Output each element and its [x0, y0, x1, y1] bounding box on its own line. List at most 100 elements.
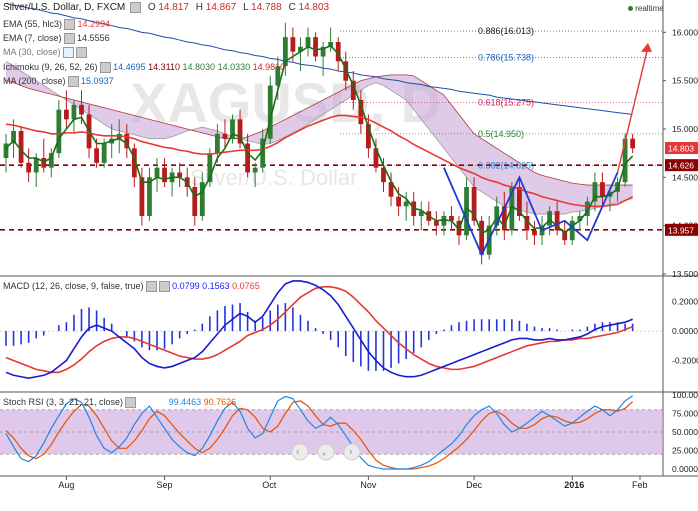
- ohlc-o: 14.817: [158, 2, 189, 14]
- candle-body: [71, 104, 77, 120]
- ichimoku-value-base: 14.3110: [148, 62, 181, 72]
- scroll-right-button[interactable]: [343, 443, 361, 461]
- reset-button[interactable]: [317, 443, 335, 461]
- legend-ma200[interactable]: MA (200, close) 15.0937: [3, 76, 114, 88]
- price-level-high-tag: 14.626: [668, 161, 694, 171]
- realtime-dot-icon: [628, 6, 633, 12]
- fib-label-1: 0.786(15.738): [478, 53, 534, 63]
- candle-body: [41, 158, 47, 168]
- legend-ema55[interactable]: EMA (55, hlc3) 14.2994: [3, 19, 110, 31]
- candle-body: [260, 138, 266, 168]
- candle-body: [11, 130, 16, 144]
- time-tick-label: Dec: [466, 480, 483, 490]
- candle-body: [192, 187, 198, 216]
- candle-body: [562, 230, 568, 241]
- candle-body: [381, 167, 386, 183]
- candle-body: [282, 37, 288, 67]
- price-tick-label: 16.000: [672, 27, 698, 37]
- candle-body: [147, 177, 152, 216]
- candle-body: [313, 37, 318, 57]
- symbol-legend: Silver/U.S. Dollar, D, FXCM O 14.817 H 1…: [3, 2, 329, 13]
- legend-ichimoku[interactable]: Ichimoku (9, 26, 52, 26) 14.4695 14.3110…: [3, 62, 285, 74]
- candle-body: [252, 167, 258, 173]
- candle-body: [584, 201, 590, 216]
- ma200-line: [5, 2, 633, 115]
- legend-macd-label: MACD (12, 26, close, 9, false, true): [3, 281, 144, 291]
- price-tick-label: 15.000: [672, 124, 698, 134]
- candle-body: [403, 201, 409, 207]
- macd-value-signal: 0.0765: [232, 281, 260, 291]
- candle-body: [207, 153, 213, 183]
- settings-icon[interactable]: [130, 2, 142, 13]
- ma30-settings-icon[interactable]: [75, 47, 87, 59]
- time-tick-label: 2016: [564, 480, 584, 490]
- candle-body: [3, 143, 9, 158]
- candle-body: [630, 138, 636, 149]
- candle-body: [532, 230, 537, 236]
- candle-body: [162, 167, 167, 183]
- ohlc-h-label: H: [195, 2, 203, 14]
- ma200-settings-icon[interactable]: [67, 76, 79, 88]
- macd-settings-icon[interactable]: [145, 281, 157, 293]
- stochrsi-settings-icon[interactable]: [125, 397, 137, 409]
- ohlc-l: 14.788: [251, 2, 282, 14]
- candle-body: [101, 143, 107, 163]
- candle-body: [48, 153, 54, 168]
- candle-body: [471, 187, 477, 221]
- candle-body: [388, 182, 394, 197]
- stoch-k-line: [5, 395, 633, 470]
- ma30-eye-icon[interactable]: [62, 47, 74, 59]
- candle-body: [343, 61, 349, 81]
- ichimoku-cloud: [6, 61, 633, 215]
- ichimoku-value-lead1: 14.0330: [217, 62, 251, 72]
- legend-macd[interactable]: MACD (12, 26, close, 9, false, true) 0.0…: [3, 281, 260, 293]
- legend-ma30-label: MA (30, close): [3, 47, 61, 57]
- ohlc-l-label: L: [243, 2, 249, 14]
- time-tick-label: Oct: [262, 480, 277, 490]
- stoch-tick-label: 25.0000: [672, 446, 698, 456]
- legend-ma30[interactable]: MA (30, close): [3, 47, 87, 59]
- candle-body: [547, 211, 552, 226]
- candle-body: [199, 182, 205, 216]
- candle-body: [230, 119, 235, 139]
- symbol-title[interactable]: Silver/U.S. Dollar, D, FXCM: [3, 2, 126, 14]
- candle-body: [517, 187, 522, 216]
- pattern-zigzag: [443, 167, 619, 257]
- ohlc-h: 14.867: [205, 2, 237, 14]
- candle-body: [524, 216, 530, 231]
- candle-body: [449, 216, 454, 221]
- candle-body: [33, 158, 39, 173]
- macd-line: [5, 280, 633, 380]
- candle-body: [18, 130, 24, 163]
- candle-body: [94, 148, 99, 163]
- price-current-tag-bg: [665, 142, 698, 155]
- fib-label-2: 0.618(15.275): [478, 97, 534, 107]
- macd-hide-icon[interactable]: [158, 281, 170, 293]
- ichimoku-settings-icon[interactable]: [99, 62, 111, 74]
- legend-stochrsi[interactable]: Stoch RSI (3, 3, 21, 21, close) 99.4463 …: [3, 397, 236, 409]
- ema55-settings-icon[interactable]: [64, 19, 76, 31]
- ema7-settings-icon[interactable]: [63, 33, 75, 45]
- stoch-d-line: [5, 400, 634, 470]
- time-tick-label: Aug: [58, 480, 74, 490]
- candle-body: [26, 162, 32, 173]
- macd-value-hist: 0.0799: [172, 281, 200, 291]
- candle-body: [320, 46, 326, 57]
- candle-body: [569, 220, 575, 241]
- candle-body: [396, 196, 401, 207]
- candle-body: [64, 109, 69, 120]
- ema7-line: [5, 44, 634, 235]
- candle-body: [154, 167, 160, 178]
- stoch-tick-label: 100.00: [672, 390, 698, 400]
- candle-body: [237, 119, 243, 144]
- candle-body: [335, 42, 341, 62]
- candle-body: [215, 133, 220, 154]
- candle-body: [350, 80, 356, 100]
- legend-ema7[interactable]: EMA (7, close) 14.5556: [3, 33, 110, 45]
- ichimoku-span-b: [5, 74, 633, 186]
- scroll-left-button[interactable]: [291, 443, 309, 461]
- scroll-right-icon: ›: [349, 446, 353, 458]
- reset-icon: ●: [322, 451, 326, 458]
